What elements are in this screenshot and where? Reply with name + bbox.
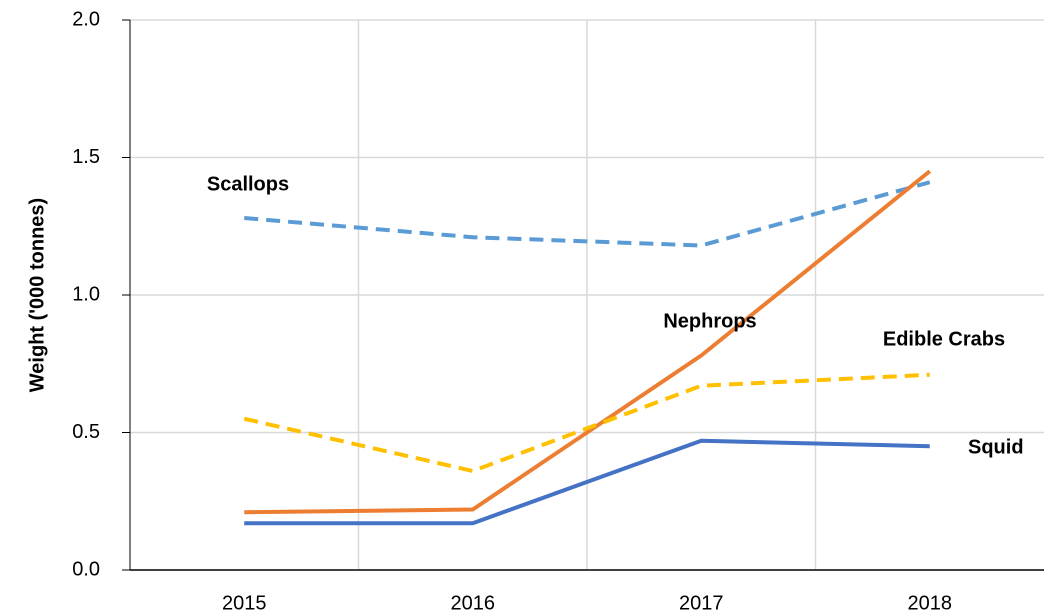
x-tick-label: 2018 bbox=[908, 592, 953, 614]
y-axis-label: Weight ('000 tonnes) bbox=[26, 198, 48, 392]
y-tick-label: 1.5 bbox=[72, 146, 100, 168]
series-line bbox=[244, 438, 930, 526]
series-line bbox=[243, 372, 930, 473]
y-tick-label: 2.0 bbox=[72, 8, 100, 30]
x-tick-label: 2016 bbox=[451, 592, 496, 614]
series-label: Scallops bbox=[207, 173, 289, 195]
series-label: Squid bbox=[968, 436, 1024, 458]
series-label: Nephrops bbox=[663, 310, 756, 332]
y-tick-label: 0.0 bbox=[72, 558, 100, 580]
series-label: Edible Crabs bbox=[883, 328, 1005, 350]
series-line bbox=[244, 180, 931, 248]
y-tick-label: 0.5 bbox=[72, 421, 100, 443]
x-tick-label: 2017 bbox=[679, 592, 724, 614]
y-tick-label: 1.0 bbox=[72, 283, 100, 305]
x-tick-label: 2015 bbox=[222, 592, 267, 614]
series-line bbox=[244, 169, 932, 515]
